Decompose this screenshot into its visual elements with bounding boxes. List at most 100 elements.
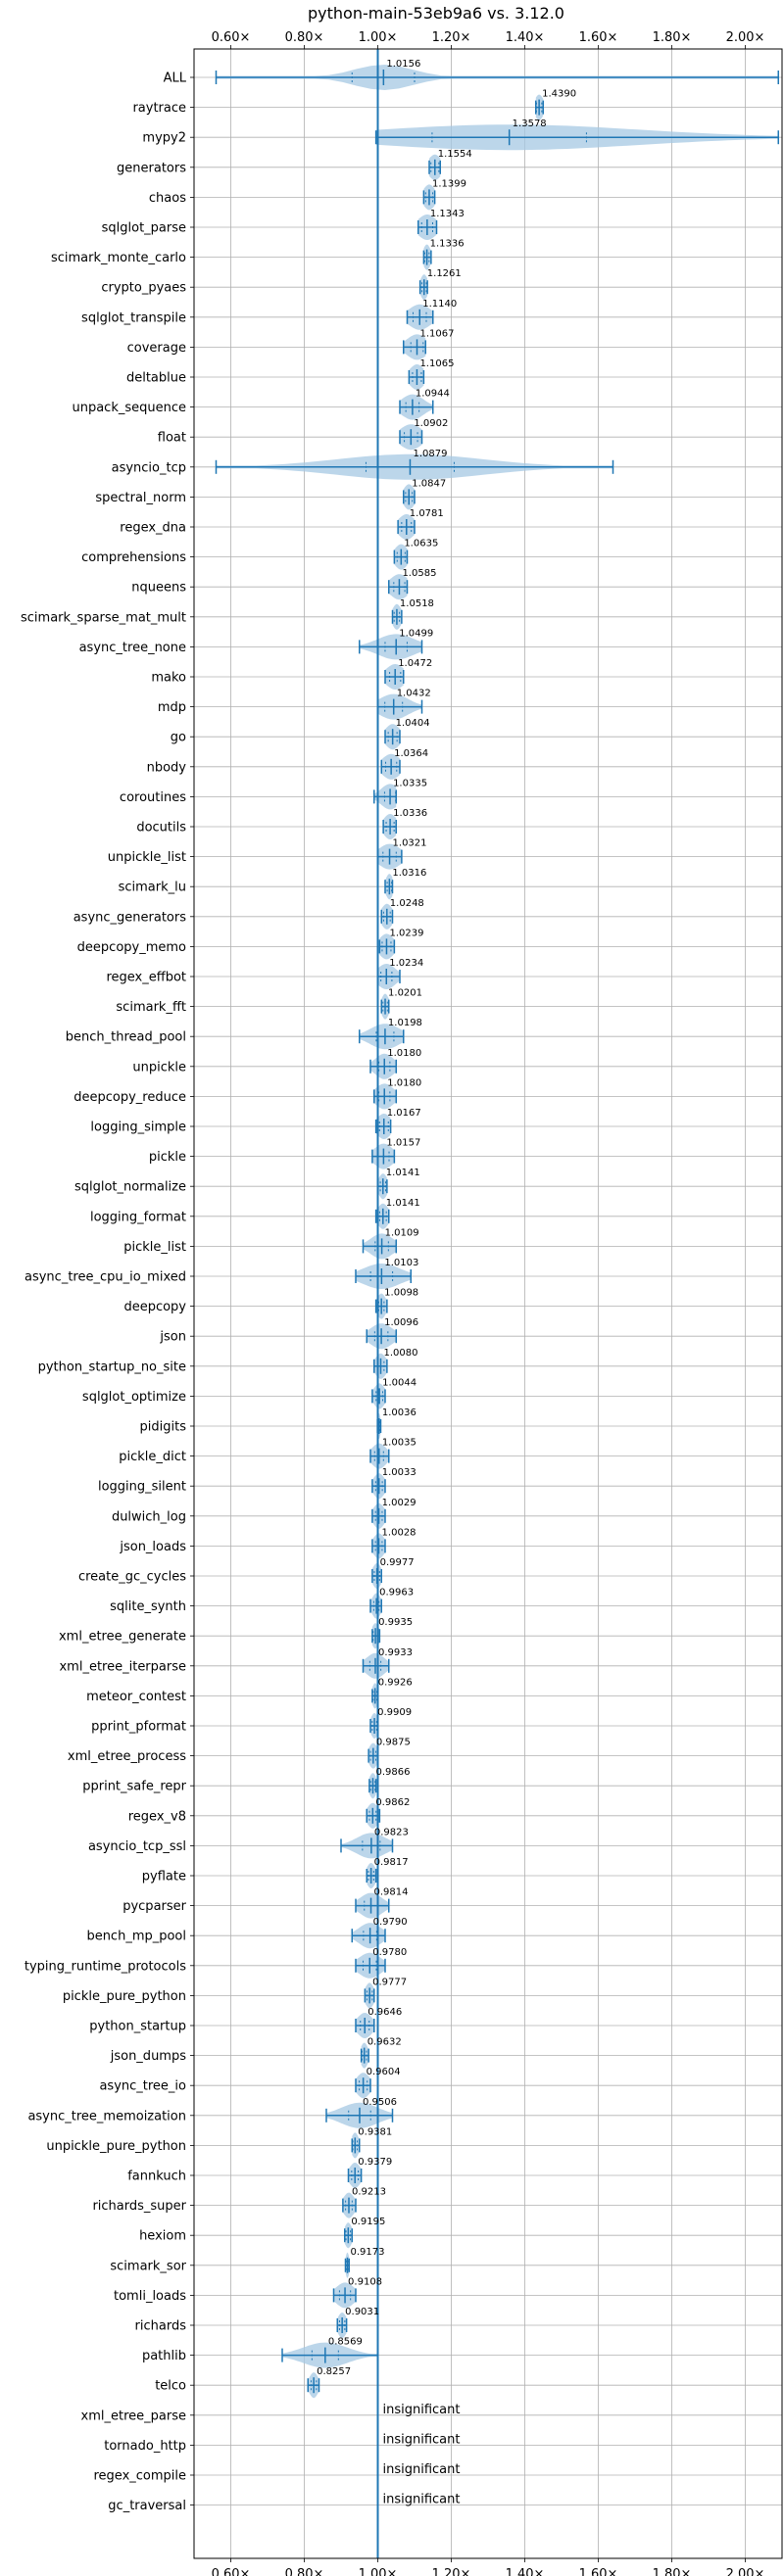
value-label: 1.3578 bbox=[513, 119, 547, 129]
value-label: 0.9031 bbox=[345, 2307, 379, 2317]
value-label: 0.9790 bbox=[373, 1917, 408, 1928]
value-label: 1.1554 bbox=[438, 149, 472, 160]
insignificant-label: insignificant bbox=[383, 2403, 461, 2417]
benchmark-label: fannkuch bbox=[127, 2170, 186, 2184]
benchmark-label: pprint_pformat bbox=[91, 1720, 186, 1735]
value-label: 1.0198 bbox=[388, 1018, 422, 1028]
benchmark-label: pidigits bbox=[140, 1420, 187, 1435]
value-label: 1.0080 bbox=[384, 1348, 418, 1359]
value-label: 1.0902 bbox=[414, 418, 448, 429]
benchmark-label: python_startup bbox=[89, 2020, 186, 2034]
x-tick-label-bottom: 1.00× bbox=[359, 2567, 398, 2576]
benchmark-label: pickle_list bbox=[123, 1240, 186, 1255]
value-label: 0.9213 bbox=[352, 2187, 386, 2198]
benchmark-label: mypy2 bbox=[142, 131, 186, 146]
benchmark-label: tomli_loads bbox=[114, 2289, 186, 2304]
benchmark-label: json_loads bbox=[119, 1540, 186, 1554]
value-label: 1.0239 bbox=[389, 928, 423, 938]
value-label: 0.9173 bbox=[350, 2247, 384, 2258]
benchmark-label: hexiom bbox=[139, 2229, 186, 2244]
value-label: 0.9506 bbox=[363, 2097, 397, 2108]
benchmark-label: scimark_sparse_mat_mult bbox=[21, 610, 186, 625]
benchmark-label: unpickle bbox=[132, 1060, 186, 1074]
benchmark-label: float bbox=[158, 431, 186, 446]
benchmark-label: asyncio_tcp bbox=[112, 460, 186, 475]
value-label: 0.9933 bbox=[378, 1647, 413, 1658]
value-label: 1.0180 bbox=[387, 1048, 421, 1059]
value-label: 0.9963 bbox=[379, 1588, 414, 1598]
benchmark-label: unpickle_list bbox=[108, 850, 186, 865]
value-label: 0.8257 bbox=[317, 2366, 351, 2377]
plot-frame bbox=[193, 48, 783, 2559]
value-label: 1.0044 bbox=[382, 1377, 416, 1388]
value-label: 1.0141 bbox=[386, 1198, 420, 1209]
benchmark-label: asyncio_tcp_ssl bbox=[88, 1839, 186, 1854]
benchmark-label: async_generators bbox=[74, 910, 187, 925]
benchmark-label: sqlglot_transpile bbox=[81, 310, 186, 325]
x-tick-label-bottom: 1.40× bbox=[506, 2567, 545, 2576]
benchmark-label: telco bbox=[155, 2379, 186, 2394]
value-label: 0.9632 bbox=[368, 2037, 402, 2048]
value-label: 0.9604 bbox=[367, 2067, 401, 2077]
value-label: 0.9777 bbox=[372, 1977, 407, 1987]
insignificant-label: insignificant bbox=[383, 2432, 461, 2447]
value-label: 1.0157 bbox=[386, 1138, 420, 1149]
benchmark-label: async_tree_memoization bbox=[27, 2109, 186, 2123]
benchmark-label: json_dumps bbox=[110, 2049, 186, 2064]
benchmark-label: raytrace bbox=[132, 101, 186, 116]
benchmark-label: richards bbox=[135, 2319, 187, 2334]
value-label: 0.9909 bbox=[377, 1707, 412, 1718]
x-tick-label-bottom: 2.00× bbox=[726, 2567, 765, 2576]
value-label: 1.0156 bbox=[386, 59, 420, 70]
value-label: 0.9866 bbox=[375, 1767, 410, 1778]
value-label: 1.0432 bbox=[397, 689, 431, 699]
value-label: 1.0035 bbox=[382, 1438, 416, 1449]
benchmark-label: regex_compile bbox=[93, 2469, 186, 2484]
x-tick-label-top: 0.80× bbox=[285, 30, 324, 45]
value-label: 0.9862 bbox=[375, 1797, 410, 1808]
value-label: 1.0096 bbox=[384, 1317, 418, 1328]
benchmark-label: comprehensions bbox=[81, 550, 186, 565]
value-label: 0.9823 bbox=[374, 1827, 409, 1837]
benchmark-label: ALL bbox=[164, 72, 187, 86]
benchmark-label: meteor_contest bbox=[86, 1690, 186, 1704]
value-label: 1.0029 bbox=[382, 1498, 416, 1508]
violin-layer bbox=[216, 65, 779, 2399]
value-label: 1.0499 bbox=[399, 628, 433, 639]
benchmark-label: unpickle_pure_python bbox=[46, 2139, 186, 2154]
value-label: 1.0944 bbox=[416, 389, 450, 400]
value-label: 1.0316 bbox=[392, 868, 426, 879]
benchmark-label: bench_mp_pool bbox=[86, 1930, 186, 1944]
benchmark-label: xml_etree_iterparse bbox=[59, 1659, 186, 1674]
value-label: 0.9817 bbox=[374, 1857, 409, 1868]
value-label: 1.0248 bbox=[390, 898, 424, 909]
value-label: 1.0109 bbox=[385, 1227, 419, 1238]
benchmark-label: pycparser bbox=[122, 1899, 186, 1914]
value-label: 1.0234 bbox=[389, 958, 423, 969]
value-label: 0.9814 bbox=[374, 1887, 409, 1898]
axis-layer: 0.60× 0.60× 0.80× 0.80× 1.00× 1.00× 1.20× 1.20×… bbox=[21, 30, 764, 2576]
value-label: 1.0321 bbox=[393, 838, 427, 849]
benchmark-label: bench_thread_pool bbox=[66, 1030, 186, 1045]
value-label: 1.0335 bbox=[393, 778, 427, 788]
benchmark-label: deltablue bbox=[126, 371, 186, 386]
benchmark-label: sqlglot_normalize bbox=[74, 1180, 186, 1195]
value-label: 1.0364 bbox=[394, 748, 428, 759]
benchmark-label: typing_runtime_protocols bbox=[24, 1959, 186, 1974]
benchmark-label: xml_etree_process bbox=[68, 1749, 186, 1764]
benchmark-label: coroutines bbox=[120, 790, 186, 805]
benchmark-label: pathlib bbox=[142, 2349, 186, 2363]
value-label: 1.0336 bbox=[393, 808, 427, 819]
benchmark-label: pyflate bbox=[142, 1870, 186, 1884]
value-label: 1.0036 bbox=[382, 1407, 416, 1418]
value-label: 1.1140 bbox=[422, 299, 457, 310]
value-label: 1.1336 bbox=[430, 239, 465, 250]
benchmark-label: mako bbox=[151, 671, 186, 686]
benchmark-label: generators bbox=[117, 161, 186, 175]
value-label: 0.9780 bbox=[372, 1947, 407, 1958]
value-label: 0.9381 bbox=[358, 2126, 392, 2137]
labels-layer: 1.0156 1.4390 1.3578 1.1554 1.1399 1.1343 1.13… bbox=[317, 59, 576, 2507]
value-label: 1.0847 bbox=[412, 478, 446, 489]
value-label: 1.0518 bbox=[400, 598, 434, 609]
